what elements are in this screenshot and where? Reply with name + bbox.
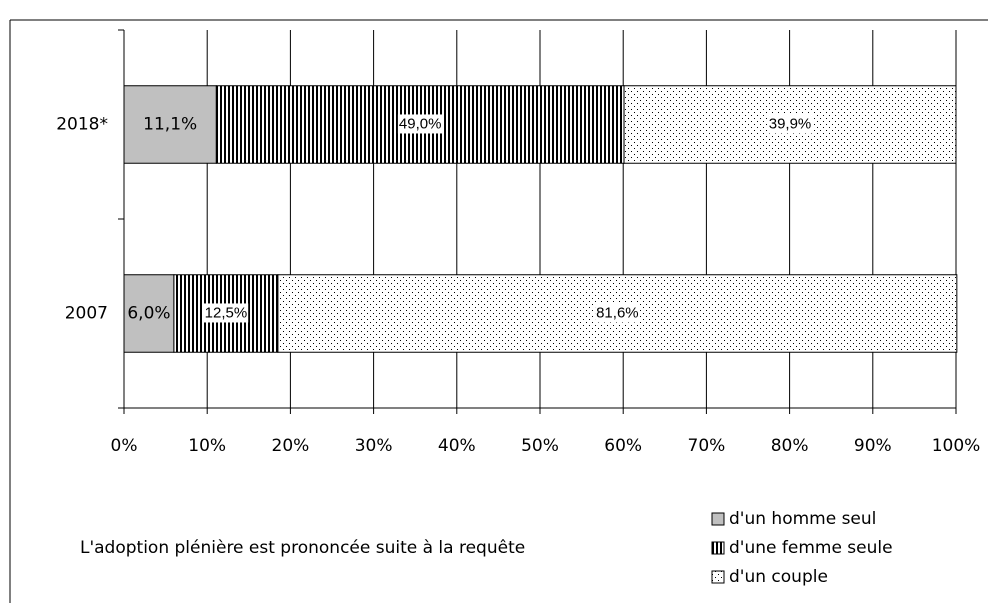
data-label: 39,9% (769, 115, 812, 132)
x-tick-label: 60% (604, 436, 642, 456)
data-label: 6,0% (127, 304, 170, 324)
x-tick-label: 20% (272, 436, 310, 456)
legend-label: d'une femme seule (729, 538, 893, 558)
legend-label: d'un couple (729, 567, 828, 587)
data-label: 49,0% (399, 115, 442, 132)
x-tick-label: 0% (111, 436, 138, 456)
x-tick-label: 80% (771, 436, 809, 456)
y-tick-label: 2007 (65, 304, 108, 324)
x-tick-label: 70% (688, 436, 726, 456)
legend-swatch (711, 512, 725, 526)
x-tick-label: 90% (854, 436, 892, 456)
legend-swatch (711, 541, 725, 555)
x-tick-label: 10% (188, 436, 226, 456)
data-label: 81,6% (596, 304, 639, 321)
x-tick-label: 30% (355, 436, 393, 456)
bar-segment (123, 274, 175, 353)
legend-swatch (711, 570, 725, 584)
data-label-bg (767, 114, 813, 134)
bar-segment (123, 85, 217, 164)
y-tick-label: 2018* (56, 115, 108, 135)
data-label-bg (595, 303, 640, 323)
legend-label: d'un homme seul (729, 509, 876, 529)
x-tick-label: 50% (521, 436, 559, 456)
data-label-bg (397, 114, 443, 134)
data-label: 12,5% (205, 304, 248, 321)
data-label-bg (203, 303, 249, 323)
data-label: 11,1% (143, 115, 197, 135)
note: L'adoption plénière est prononcée suite … (80, 538, 525, 558)
x-tick-label: 40% (438, 436, 476, 456)
x-tick-label: 100% (932, 436, 981, 456)
